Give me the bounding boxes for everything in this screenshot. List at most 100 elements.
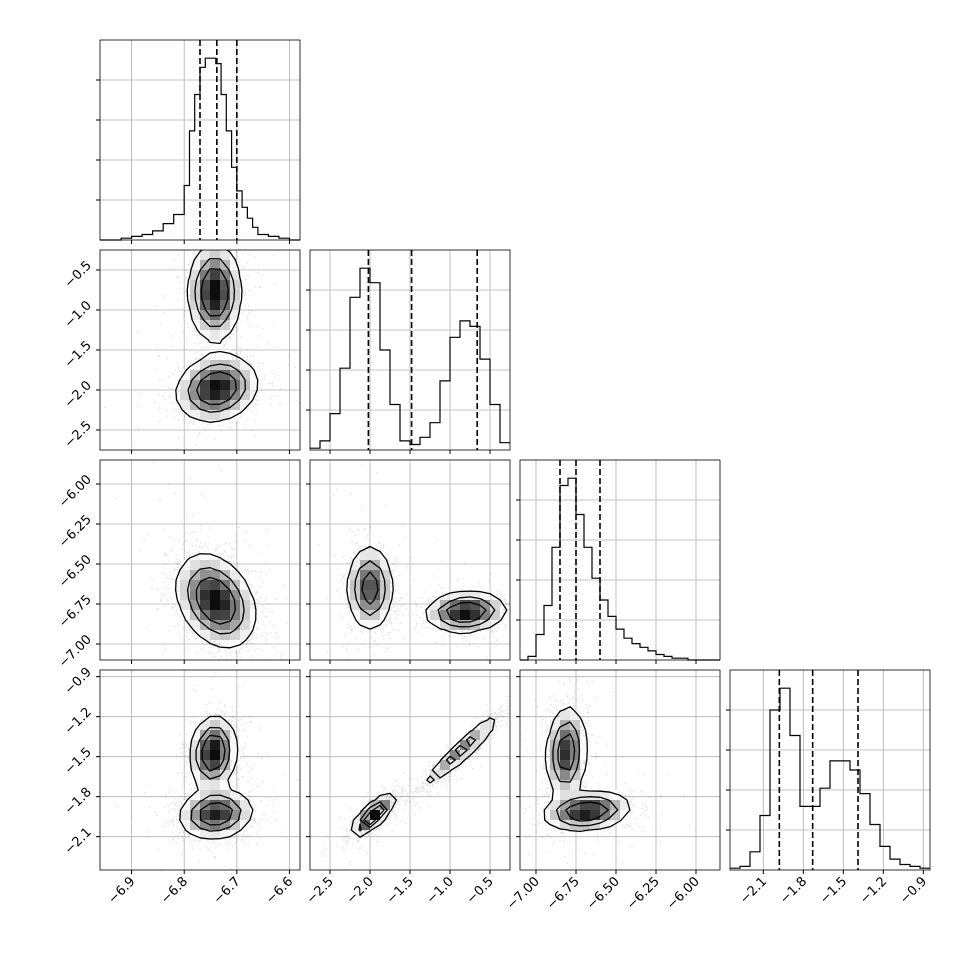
panel-content bbox=[116, 672, 300, 870]
density-cell bbox=[360, 820, 370, 830]
x-tick-label: −6.75 bbox=[544, 874, 583, 913]
density-cell bbox=[180, 390, 190, 400]
density-cell bbox=[210, 320, 220, 330]
y-tick-label: −1.5 bbox=[62, 745, 95, 778]
density-cell bbox=[590, 820, 600, 830]
density-cell bbox=[560, 730, 570, 740]
density-cell bbox=[240, 600, 250, 610]
density-cell bbox=[200, 590, 210, 600]
y-tick-label: −1.5 bbox=[62, 338, 95, 371]
density-cell bbox=[550, 810, 560, 820]
density-cell bbox=[210, 620, 220, 630]
density-cell bbox=[460, 740, 470, 750]
density-cell bbox=[210, 610, 220, 620]
density-cell bbox=[200, 250, 210, 260]
density-cell bbox=[360, 550, 370, 560]
density-cell bbox=[210, 410, 220, 420]
density-cell bbox=[460, 620, 470, 630]
x-tick-label: −2.5 bbox=[304, 874, 337, 907]
density-cell bbox=[190, 600, 200, 610]
density-cell bbox=[200, 410, 210, 420]
density-cell bbox=[610, 810, 620, 820]
density-cell bbox=[220, 390, 230, 400]
density-cell bbox=[220, 740, 230, 750]
density-cell bbox=[620, 800, 630, 810]
y-tick-label: −2.1 bbox=[62, 825, 95, 858]
density-cell bbox=[570, 740, 580, 750]
density-cell bbox=[610, 800, 620, 810]
contour-line bbox=[557, 733, 610, 822]
density-cell bbox=[460, 590, 470, 600]
density-cell bbox=[570, 780, 580, 790]
density-cell bbox=[190, 580, 200, 590]
density-cell bbox=[430, 770, 440, 780]
density-cell bbox=[360, 570, 370, 580]
density-cell bbox=[200, 740, 210, 750]
density-cell bbox=[220, 750, 230, 760]
contour-line bbox=[354, 560, 496, 628]
density-cell bbox=[210, 810, 220, 820]
density-cell bbox=[560, 780, 570, 790]
density-cell bbox=[230, 740, 240, 750]
density-cell bbox=[600, 820, 610, 830]
density-cell bbox=[200, 560, 210, 570]
density-cell bbox=[210, 580, 220, 590]
density-cell bbox=[230, 390, 240, 400]
density-cell bbox=[210, 290, 220, 300]
density-cell bbox=[200, 360, 210, 370]
histogram-panel-1 bbox=[306, 249, 511, 454]
x-tick-label: −1.8 bbox=[777, 874, 810, 907]
contour-line bbox=[358, 736, 477, 832]
density-cell bbox=[210, 380, 220, 390]
y-tick-label: −6.50 bbox=[56, 552, 95, 591]
density-cell bbox=[240, 810, 250, 820]
density-cell bbox=[550, 730, 560, 740]
density-cell bbox=[200, 330, 210, 340]
density-cell bbox=[380, 560, 390, 570]
density-cell bbox=[350, 600, 360, 610]
density-cell bbox=[370, 610, 380, 620]
density-cell bbox=[220, 760, 230, 770]
density-cell bbox=[210, 720, 220, 730]
density-cell bbox=[220, 350, 230, 360]
contour-line bbox=[196, 268, 237, 406]
density-cell bbox=[550, 740, 560, 750]
density-cell bbox=[200, 830, 210, 840]
density-cell bbox=[180, 810, 190, 820]
density-cell bbox=[210, 760, 220, 770]
density-cell bbox=[570, 720, 580, 730]
density-cell bbox=[220, 630, 230, 640]
x-tick-label: −1.2 bbox=[857, 874, 890, 907]
scatter-points bbox=[116, 672, 300, 870]
contour-line bbox=[543, 706, 631, 833]
histogram-steps bbox=[520, 477, 720, 661]
density-cell bbox=[190, 260, 200, 270]
density-cell bbox=[210, 600, 220, 610]
x-tick-label: −6.8 bbox=[158, 874, 191, 907]
density-cell bbox=[550, 780, 560, 790]
density-cell bbox=[220, 330, 230, 340]
density-cell bbox=[190, 560, 200, 570]
density-cell bbox=[230, 610, 240, 620]
density-cell bbox=[220, 780, 230, 790]
x-tick-label: −0.9 bbox=[897, 874, 930, 907]
density-cell bbox=[440, 760, 450, 770]
density-cell bbox=[600, 810, 610, 820]
density-cell bbox=[220, 820, 230, 830]
density-cell bbox=[220, 320, 230, 330]
x-tick-label: −6.7 bbox=[211, 874, 244, 907]
density-cell bbox=[370, 620, 380, 630]
density-cell bbox=[560, 820, 570, 830]
panel-content bbox=[115, 461, 288, 660]
density-cell bbox=[200, 390, 210, 400]
density-cell bbox=[240, 390, 250, 400]
density-cell bbox=[250, 370, 260, 380]
density-cell bbox=[360, 580, 370, 590]
density-cell bbox=[190, 620, 200, 630]
density-cell bbox=[180, 380, 190, 390]
density-cell bbox=[220, 720, 230, 730]
density-cell bbox=[190, 590, 200, 600]
histogram-steps bbox=[310, 267, 510, 449]
density-cell bbox=[480, 600, 490, 610]
